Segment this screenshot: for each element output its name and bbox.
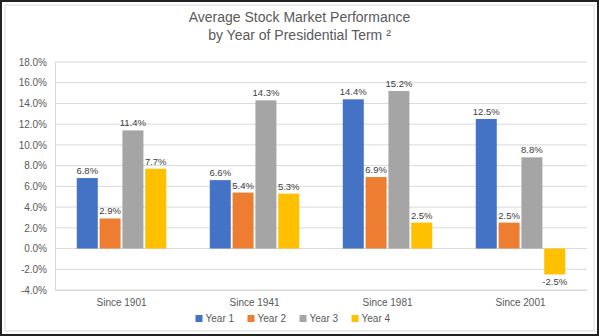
bar — [388, 91, 409, 249]
legend-swatch — [352, 315, 359, 322]
y-axis: -4.0% -2.0% 0.0% 2.0% 4.0% 6.0% 8.0% 10.0% 12.0%… — [19, 57, 56, 296]
y-tick-label: 18.0% — [19, 57, 47, 68]
y-tick: 12.0% — [19, 119, 55, 130]
data-label: 8.8% — [521, 144, 543, 155]
y-axis-line — [55, 63, 56, 291]
legend-label: Year 4 — [362, 313, 391, 324]
bar — [255, 100, 276, 248]
bar — [411, 223, 432, 249]
y-tick: 6.0% — [24, 181, 55, 192]
data-label: 6.6% — [209, 167, 231, 178]
bar — [278, 194, 299, 249]
bars — [77, 91, 565, 274]
y-tick: 4.0% — [24, 202, 55, 213]
title-line: by Year of Presidential Term ² — [208, 27, 391, 43]
y-tick-label: 8.0% — [24, 160, 47, 171]
y-tick-label: -4.0% — [21, 285, 47, 296]
x-tick: Since 2001 — [495, 290, 545, 308]
data-label: 12.5% — [473, 106, 500, 117]
bar — [476, 119, 497, 249]
data-label: 15.2% — [385, 78, 412, 89]
legend-label: Year 3 — [310, 313, 339, 324]
x-tick-label: Since 1941 — [229, 297, 279, 308]
bar — [544, 249, 565, 275]
legend-item: Year 1 — [196, 313, 235, 324]
data-label: 11.4% — [120, 117, 147, 128]
legend-item: Year 4 — [352, 313, 391, 324]
y-tick-label: 14.0% — [19, 98, 47, 109]
y-tick: 8.0% — [24, 160, 55, 171]
x-tick: Since 1901 — [96, 290, 146, 308]
x-axis: Since 1901 Since 1941 Since 1981 Since 2001 — [56, 290, 588, 308]
grid-line — [55, 103, 587, 104]
bar — [521, 157, 542, 248]
legend-item: Year 3 — [300, 313, 339, 324]
x-axis-line — [56, 290, 588, 291]
data-label: 7.7% — [145, 156, 167, 167]
bar — [122, 130, 143, 248]
bar — [366, 177, 387, 249]
y-tick: 2.0% — [24, 223, 55, 234]
legend-swatch — [248, 315, 255, 322]
data-label: 6.8% — [76, 165, 98, 176]
title-line: Average Stock Market Performance — [189, 9, 411, 25]
bar — [233, 193, 254, 249]
grid-line — [55, 82, 587, 83]
legend-label: Year 2 — [258, 313, 287, 324]
data-label: 5.4% — [232, 180, 254, 191]
y-tick-label: 6.0% — [24, 181, 47, 192]
grid-line — [55, 62, 587, 63]
data-label: 14.4% — [340, 86, 367, 97]
legend: Year 1 Year 2 Year 3 Year 4 — [196, 313, 391, 324]
y-tick: 18.0% — [19, 57, 55, 68]
y-tick: 14.0% — [19, 98, 55, 109]
legend-item: Year 2 — [248, 313, 287, 324]
y-tick: -2.0% — [21, 264, 55, 275]
bar — [210, 180, 231, 248]
data-label: 14.3% — [252, 87, 279, 98]
bar — [343, 99, 364, 248]
chart-border — [5, 5, 594, 331]
y-tick-label: 12.0% — [19, 119, 47, 130]
x-tick-label: Since 1981 — [362, 297, 412, 308]
x-tick: Since 1981 — [362, 290, 412, 308]
data-labels: 6.8% 6.6% 14.4% 12.5% 2.9% 5.4% 6.9% 2.5% 11.4% 1… — [76, 78, 567, 287]
frame — [1, 1, 598, 335]
data-label: 5.3% — [278, 181, 300, 192]
y-tick: 10.0% — [19, 140, 55, 151]
data-label: 2.5% — [498, 210, 520, 221]
data-label: 2.9% — [99, 205, 121, 216]
title: Average Stock Market Performance by Year … — [189, 9, 411, 43]
grid — [55, 62, 587, 290]
legend-label: Year 1 — [206, 313, 235, 324]
y-tick: 0.0% — [24, 243, 55, 254]
y-tick-label: 2.0% — [24, 223, 47, 234]
legend-swatch — [300, 315, 307, 322]
x-tick: Since 1941 — [229, 290, 279, 308]
data-label: 2.5% — [411, 210, 433, 221]
y-tick: -4.0% — [21, 285, 55, 296]
y-tick-label: 10.0% — [19, 140, 47, 151]
x-tick-label: Since 1901 — [96, 297, 146, 308]
y-tick: 16.0% — [19, 77, 55, 88]
bar — [100, 218, 121, 248]
bar — [499, 223, 520, 249]
y-tick-label: -2.0% — [21, 264, 47, 275]
data-label: -2.5% — [542, 276, 567, 287]
plot: -4.0% -2.0% 0.0% 2.0% 4.0% 6.0% 8.0% 10.0% 12.0%… — [19, 57, 588, 308]
grid-line — [55, 290, 587, 291]
y-tick-label: 4.0% — [24, 202, 47, 213]
grid-line — [55, 269, 587, 270]
legend-swatch — [196, 315, 203, 322]
y-tick-label: 0.0% — [24, 243, 47, 254]
data-label: 6.9% — [365, 164, 387, 175]
chart: Average Stock Market Performance by Year … — [0, 0, 599, 336]
x-tick-label: Since 2001 — [495, 297, 545, 308]
bar — [77, 178, 98, 248]
bar — [145, 169, 166, 249]
y-tick-label: 16.0% — [19, 77, 47, 88]
